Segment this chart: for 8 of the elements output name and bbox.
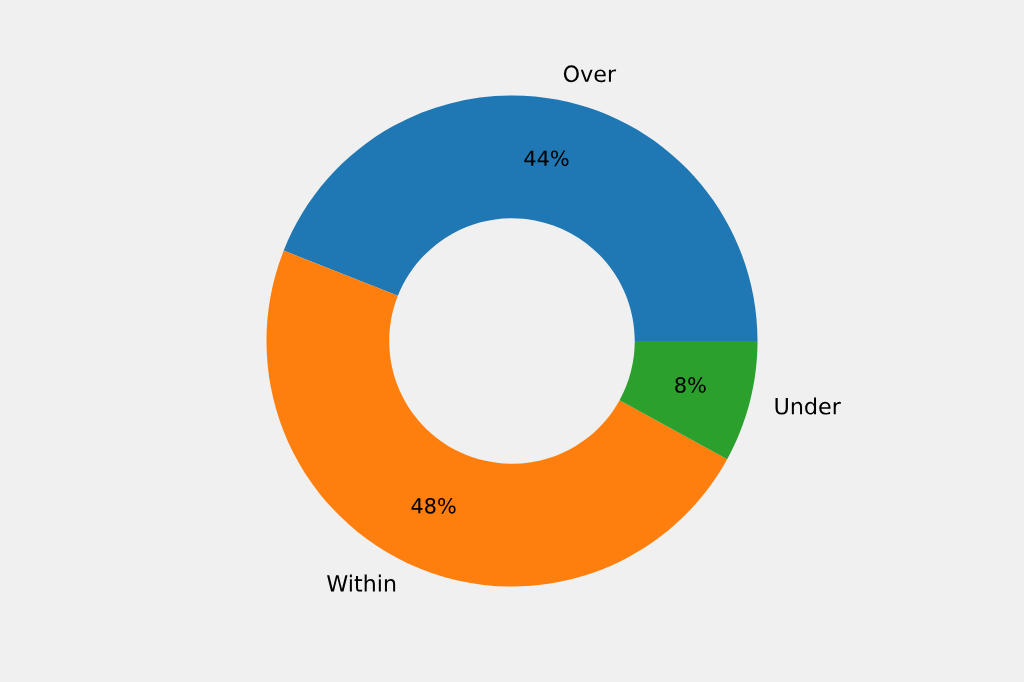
data-label: 44% — [524, 150, 569, 167]
slice-label: Within — [327, 574, 396, 592]
donut-slice — [283, 95, 758, 341]
data-label: 48% — [411, 497, 456, 514]
donut-slice — [619, 341, 758, 460]
slice-label: Under — [775, 397, 841, 415]
data-label: 8% — [675, 377, 706, 393]
slice-label: Over — [563, 65, 617, 83]
